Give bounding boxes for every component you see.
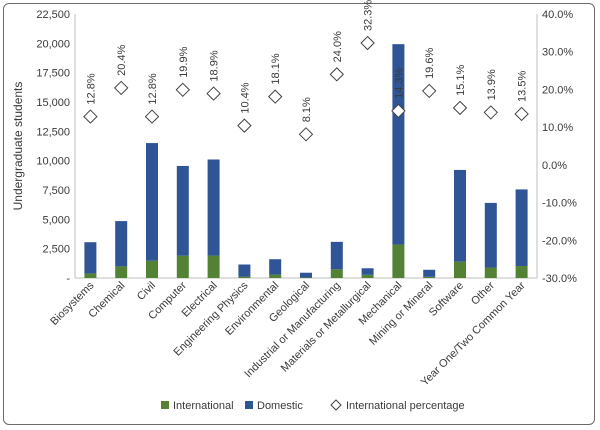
marker-international-percentage	[113, 80, 129, 96]
data-label-percentage: 20.4%	[116, 45, 128, 76]
y-tick-label: 10,000	[36, 156, 70, 168]
marker-international-percentage	[175, 82, 191, 98]
marker-international-percentage	[267, 89, 283, 104]
bar-international	[330, 269, 343, 278]
data-label-percentage: 15.1%	[455, 64, 467, 95]
x-tick-label: Other	[469, 279, 497, 307]
data-label-percentage: 12.8%	[85, 73, 97, 104]
y2-tick-label: 10.0%	[542, 122, 573, 134]
bar-domestic	[84, 242, 97, 274]
y-tick-label: 7,500	[42, 185, 70, 197]
data-label-percentage: 13.5%	[517, 71, 529, 102]
bar-domestic	[207, 159, 220, 256]
bar-domestic	[484, 202, 497, 268]
data-label-percentage: 14.3%	[393, 68, 405, 99]
data-label-percentage: 19.6%	[424, 48, 436, 79]
bar-international	[115, 266, 128, 278]
x-tick-label: Environmental	[223, 280, 281, 338]
bar-domestic	[176, 165, 189, 256]
bar-domestic	[392, 44, 405, 245]
data-label-percentage: 32.3%	[363, 0, 375, 31]
marker-international-percentage	[298, 127, 314, 142]
bar-international	[84, 273, 97, 278]
marker-international-percentage	[483, 105, 499, 120]
marker-international-percentage	[144, 109, 160, 124]
bar-domestic	[238, 264, 251, 277]
bar-domestic	[330, 241, 343, 270]
data-label-percentage: 18.1%	[270, 53, 282, 84]
marker-international-percentage	[360, 35, 375, 51]
marker-international-percentage	[237, 118, 252, 133]
data-label-percentage: 24.0%	[332, 31, 344, 62]
y2-tick-label: -10.0%	[542, 198, 577, 210]
legend-swatch-domestic	[245, 401, 253, 409]
x-tick-label: Software	[427, 280, 466, 319]
y-tick-label: 12,500	[36, 126, 70, 138]
bar-international	[207, 255, 220, 278]
bar-international	[454, 261, 466, 278]
y-tick-label: 5,000	[42, 214, 70, 226]
bar-domestic	[300, 272, 312, 278]
bar-domestic	[361, 268, 374, 275]
bar-international	[176, 255, 189, 278]
data-label-percentage: 19.9%	[178, 46, 190, 77]
bar-international	[515, 266, 528, 278]
legend-marker-percentage	[330, 399, 342, 411]
marker-international-percentage	[514, 106, 529, 122]
bar-domestic	[115, 221, 128, 267]
legend-label-domestic: Domestic	[257, 400, 303, 412]
x-tick-label: Biosystems	[48, 279, 97, 328]
bar-domestic	[423, 269, 436, 277]
bar-domestic	[269, 259, 282, 275]
y-tick-label: -	[66, 273, 70, 285]
bar-international	[484, 267, 497, 278]
y-tick-label: 15,000	[36, 97, 70, 109]
data-label-percentage: 13.9%	[486, 69, 498, 100]
bar-international	[146, 260, 158, 278]
y2-tick-label: -30.0%	[542, 273, 577, 285]
bar-international	[423, 276, 436, 278]
x-tick-label: Civil	[135, 280, 158, 303]
data-label-percentage: 18.9%	[209, 50, 221, 81]
bar-international	[361, 274, 374, 278]
marker-international-percentage	[421, 83, 437, 99]
data-label-percentage: 10.4%	[239, 82, 251, 113]
bar-domestic	[146, 143, 158, 261]
y2-tick-label: -20.0%	[542, 235, 577, 247]
y-tick-label: 2,500	[42, 244, 70, 256]
y2-tick-label: 30.0%	[542, 47, 573, 59]
marker-international-percentage	[206, 86, 221, 101]
bar-international	[269, 274, 282, 278]
y2-tick-label: 0.0%	[542, 160, 567, 172]
marker-international-percentage	[83, 109, 98, 124]
y2-tick-label: 40.0%	[542, 9, 573, 21]
marker-international-percentage	[452, 100, 468, 116]
bar-international	[392, 244, 405, 278]
y-tick-label: 17,500	[36, 68, 70, 80]
legend-swatch-international	[161, 401, 169, 409]
y2-tick-label: 20.0%	[542, 84, 573, 96]
data-label-percentage: 12.8%	[147, 73, 159, 104]
marker-international-percentage	[329, 67, 345, 82]
y-axis-title: Undergraduate students	[11, 82, 25, 211]
legend-label-international: International	[173, 400, 234, 412]
data-label-percentage: 8.1%	[301, 97, 313, 122]
y-tick-label: 20,000	[36, 38, 70, 50]
bar-domestic	[454, 169, 466, 262]
bar-domestic	[515, 189, 528, 267]
bar-international	[238, 276, 251, 278]
marker-international-percentage	[391, 103, 406, 119]
y-tick-label: 22,500	[36, 9, 70, 21]
legend-label-percentage: International percentage	[346, 400, 465, 412]
